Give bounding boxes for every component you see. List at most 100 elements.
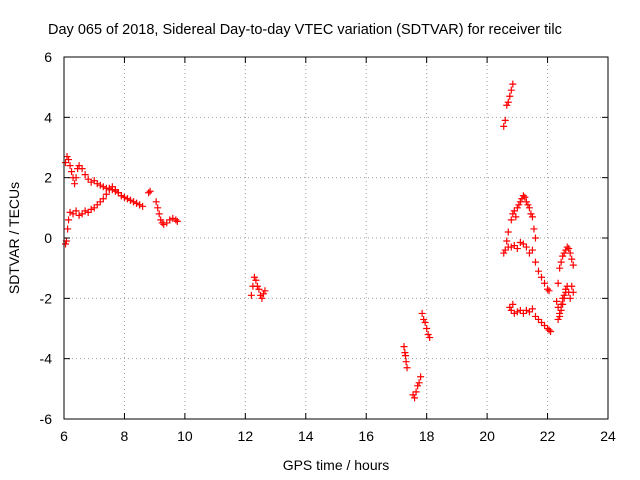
data-point bbox=[531, 312, 539, 320]
data-point bbox=[521, 193, 529, 201]
data-point bbox=[250, 273, 258, 281]
data-point bbox=[522, 243, 530, 251]
data-point bbox=[81, 207, 89, 215]
data-point bbox=[503, 101, 511, 109]
series-sat-j bbox=[506, 300, 555, 336]
data-point bbox=[256, 291, 264, 299]
data-point bbox=[400, 343, 408, 351]
data-point bbox=[554, 279, 562, 287]
series-sat-k bbox=[554, 282, 577, 323]
axis-ticks bbox=[63, 56, 609, 420]
data-point bbox=[560, 294, 568, 302]
data-point bbox=[65, 216, 73, 224]
data-point bbox=[414, 382, 422, 390]
data-point bbox=[569, 261, 577, 269]
chart-title: Day 065 of 2018, Sidereal Day-to-day VTE… bbox=[48, 22, 562, 38]
data-point bbox=[99, 195, 107, 203]
series-sat-f bbox=[409, 309, 434, 402]
data-point bbox=[512, 213, 520, 221]
data-point bbox=[534, 315, 542, 323]
data-point bbox=[500, 249, 508, 257]
data-point bbox=[560, 249, 568, 257]
data-point bbox=[253, 282, 261, 290]
data-point bbox=[247, 291, 255, 299]
data-point bbox=[547, 328, 555, 336]
data-point bbox=[510, 207, 518, 215]
data-point bbox=[515, 201, 523, 209]
data-point bbox=[531, 234, 539, 242]
data-point bbox=[160, 220, 168, 228]
data-point bbox=[93, 180, 101, 188]
data-point bbox=[417, 373, 425, 381]
data-point bbox=[172, 216, 180, 224]
data-point bbox=[507, 306, 515, 314]
data-point bbox=[415, 379, 423, 387]
data-point bbox=[62, 240, 70, 248]
x-tick-label: 18 bbox=[419, 428, 435, 444]
x-tick-label: 16 bbox=[358, 428, 374, 444]
data-point bbox=[568, 282, 576, 290]
data-point bbox=[507, 86, 515, 94]
data-point bbox=[71, 180, 79, 188]
series-sat-g bbox=[500, 80, 517, 130]
data-point bbox=[503, 237, 511, 245]
data-point bbox=[72, 174, 80, 182]
data-point bbox=[559, 252, 567, 260]
data-point bbox=[541, 321, 549, 329]
x-tick-label: 10 bbox=[177, 428, 193, 444]
data-point bbox=[84, 208, 92, 216]
data-point bbox=[411, 394, 419, 402]
data-point bbox=[524, 201, 532, 209]
data-point bbox=[66, 162, 74, 170]
grid-lines bbox=[64, 57, 608, 419]
series-sat-i bbox=[504, 192, 539, 242]
data-point bbox=[501, 246, 509, 254]
data-point bbox=[538, 273, 546, 281]
data-point bbox=[173, 217, 181, 225]
data-point bbox=[114, 189, 122, 197]
data-point bbox=[402, 352, 410, 360]
data-point bbox=[139, 202, 147, 210]
data-point bbox=[105, 186, 113, 194]
data-point bbox=[133, 199, 141, 207]
data-point bbox=[519, 309, 527, 317]
data-point bbox=[123, 195, 131, 203]
data-point bbox=[545, 287, 553, 295]
data-point bbox=[68, 168, 76, 176]
data-point bbox=[528, 305, 536, 313]
data-point bbox=[510, 309, 518, 317]
data-point bbox=[522, 306, 530, 314]
data-point bbox=[516, 239, 524, 247]
data-point bbox=[553, 297, 561, 305]
series-sat-l bbox=[554, 243, 577, 287]
y-tick-label: -4 bbox=[40, 351, 53, 367]
y-tick-labels: -6 -4 -2 0 2 4 6 bbox=[40, 49, 53, 427]
data-point bbox=[96, 198, 104, 206]
data-point bbox=[111, 186, 119, 194]
x-axis-label: GPS time / hours bbox=[283, 457, 390, 473]
data-point bbox=[424, 331, 432, 339]
data-point bbox=[556, 309, 564, 317]
data-point bbox=[501, 116, 509, 124]
data-point bbox=[259, 290, 267, 298]
data-point bbox=[258, 294, 266, 302]
data-point bbox=[568, 255, 576, 263]
data-point bbox=[559, 300, 567, 308]
x-tick-label: 14 bbox=[298, 428, 314, 444]
data-point bbox=[531, 258, 539, 266]
data-point bbox=[525, 249, 533, 257]
data-point bbox=[87, 205, 95, 213]
data-point bbox=[522, 198, 530, 206]
data-point bbox=[96, 181, 104, 189]
data-point bbox=[516, 306, 524, 314]
y-tick-label: 2 bbox=[44, 170, 52, 186]
data-point bbox=[63, 153, 71, 161]
data-point bbox=[152, 198, 160, 206]
data-point bbox=[509, 210, 517, 218]
data-point bbox=[261, 287, 269, 295]
data-point bbox=[507, 216, 515, 224]
y-tick-label: -2 bbox=[40, 290, 53, 306]
series-sat-h bbox=[500, 237, 553, 295]
data-point bbox=[563, 243, 571, 251]
data-point bbox=[510, 242, 518, 250]
